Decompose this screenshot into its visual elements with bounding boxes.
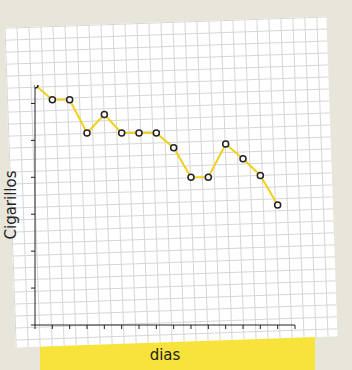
svg-text:dias: dias (150, 346, 181, 364)
svg-text:Cigarillos: Cigarillos (2, 170, 20, 239)
